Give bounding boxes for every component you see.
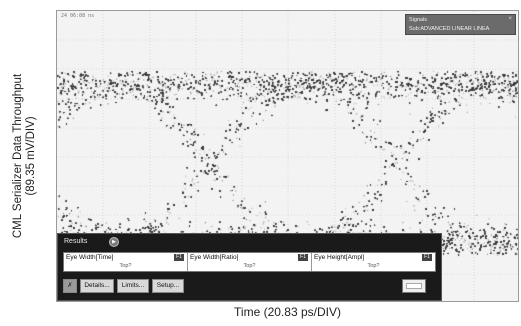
results-tab[interactable]: Results (64, 238, 88, 245)
measurement-value: Top? (243, 263, 256, 269)
function-badge: F1 (174, 254, 184, 261)
signals-subtitle: Sub:ADVANCED LINEAR LINEA (409, 26, 490, 32)
details-button[interactable]: Details... (80, 279, 114, 293)
play-icon[interactable]: ▶ (109, 237, 119, 247)
measurement-row: Eye Width[Time] F1 Top? Eye Width[Ratio]… (63, 252, 436, 272)
setup-button[interactable]: Setup... (152, 279, 184, 293)
measurement-name: Eye Width[Time] (66, 254, 114, 261)
close-icon[interactable]: × (508, 16, 512, 22)
function-badge: F1 (422, 254, 432, 261)
y-axis-label-line1: CML Serializer Data Throughput (12, 73, 24, 239)
measurement-eye-width-ratio[interactable]: Eye Width[Ratio] F1 Top? (188, 253, 312, 271)
signals-panel[interactable]: Signals × Sub:ADVANCED LINEAR LINEA (405, 14, 516, 35)
measurement-name: Eye Width[Ratio] (190, 254, 239, 261)
display-toggle-button[interactable] (402, 279, 426, 293)
display-toggle-icon (406, 283, 422, 289)
timestamp: 24 06:08 ns (61, 13, 95, 19)
measurement-value: Top? (119, 263, 132, 269)
measurement-eye-height-ampl[interactable]: Eye Height[Ampl] F1 Top? (312, 253, 435, 271)
measurement-value: Top? (367, 263, 380, 269)
measurement-name: Eye Height[Ampl] (314, 254, 365, 261)
wrench-icon[interactable]: ✗ (63, 279, 77, 293)
function-badge: F1 (298, 254, 308, 261)
measurement-eye-width-time[interactable]: Eye Width[Time] F1 Top? (64, 253, 188, 271)
scope-display[interactable]: 24 06:08 ns Signals × Sub:ADVANCED LINEA… (56, 10, 519, 302)
results-panel: Results ▶ Eye Width[Time] F1 Top? Eye Wi… (57, 233, 442, 301)
y-axis-label: CML Serializer Data Throughput (89.35 mV… (0, 10, 50, 302)
y-axis-label-line2: (89.35 mV/DIV) (25, 116, 37, 196)
signals-title: Signals (409, 17, 428, 23)
limits-button[interactable]: Limits... (117, 279, 149, 293)
x-axis-label: Time (20.83 ps/DIV) (234, 305, 341, 319)
